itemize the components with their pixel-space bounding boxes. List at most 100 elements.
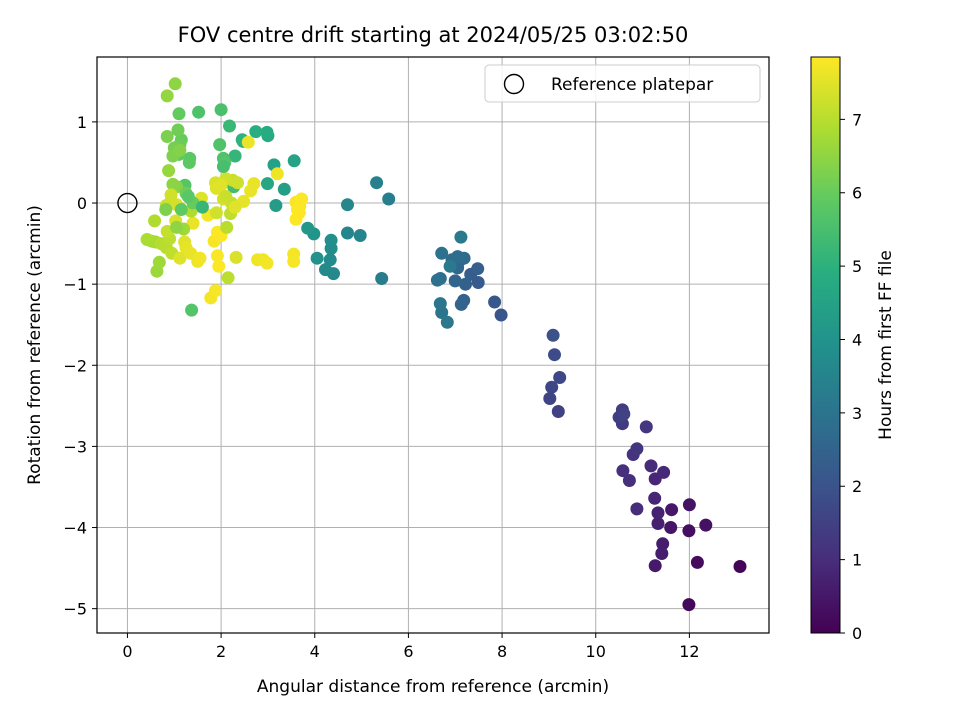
data-point xyxy=(551,405,565,418)
data-point xyxy=(160,130,174,143)
data-point xyxy=(172,107,186,121)
data-point xyxy=(616,464,630,478)
data-point xyxy=(375,272,389,285)
data-point xyxy=(699,518,713,532)
data-point xyxy=(682,498,696,512)
data-point xyxy=(164,188,178,202)
data-point xyxy=(228,200,242,214)
data-point xyxy=(435,246,449,260)
colorbar-tick-label: 5 xyxy=(852,257,862,276)
data-point xyxy=(664,521,678,534)
data-point xyxy=(168,77,182,91)
data-point xyxy=(269,199,283,212)
y-tick-label: −5 xyxy=(63,600,87,619)
x-tick-label: 6 xyxy=(403,642,413,661)
colorbar-label: Hours from first FF file xyxy=(876,250,896,440)
data-point xyxy=(448,274,462,288)
y-axis-label: Rotation from reference (arcmin) xyxy=(25,205,45,485)
data-point xyxy=(733,560,747,573)
x-axis-ticks: 0 2 4 6 8 10 12 xyxy=(122,633,700,661)
data-point xyxy=(341,198,354,212)
data-point xyxy=(451,250,465,264)
data-point xyxy=(170,220,184,234)
data-point xyxy=(220,220,234,234)
data-point xyxy=(212,259,226,273)
data-point xyxy=(310,251,324,265)
chart-title: FOV centre drift starting at 2024/05/25 … xyxy=(178,23,689,47)
x-tick-label: 10 xyxy=(586,642,606,661)
data-point xyxy=(622,474,636,487)
data-point xyxy=(440,315,454,329)
colorbar-tick-label: 2 xyxy=(852,477,862,496)
data-point xyxy=(295,192,309,206)
data-point xyxy=(260,256,274,270)
data-point xyxy=(152,255,166,269)
data-point xyxy=(665,503,679,517)
colorbar: 0 1 2 3 4 5 6 7 Hours from first FF file xyxy=(810,56,896,643)
y-tick-label: −1 xyxy=(63,275,87,294)
data-point xyxy=(454,297,468,311)
colorbar-tick-label: 6 xyxy=(852,184,862,203)
x-tick-label: 2 xyxy=(216,642,226,661)
data-point xyxy=(639,420,653,434)
data-point xyxy=(214,103,228,117)
data-point xyxy=(185,303,199,317)
data-point xyxy=(213,138,227,152)
data-point xyxy=(459,277,472,291)
data-point xyxy=(171,123,185,137)
colorbar-tick-label: 3 xyxy=(852,404,862,423)
legend-box xyxy=(484,64,761,103)
data-point xyxy=(690,555,704,569)
data-point xyxy=(648,491,662,505)
data-point xyxy=(630,502,644,516)
data-point xyxy=(186,216,200,230)
data-point xyxy=(543,392,557,405)
data-point xyxy=(193,251,207,265)
legend-label: Reference platepar xyxy=(551,75,713,95)
reference-marker xyxy=(117,192,138,214)
plot-frame xyxy=(96,56,770,634)
data-point xyxy=(148,214,162,228)
data-point xyxy=(553,371,567,384)
y-tick-label: −2 xyxy=(63,356,87,375)
data-point xyxy=(162,164,176,178)
data-point xyxy=(324,233,338,247)
data-point xyxy=(548,348,561,362)
x-tick-label: 4 xyxy=(310,642,320,661)
y-tick-label: −3 xyxy=(63,437,87,456)
data-point xyxy=(430,273,444,287)
data-point xyxy=(209,284,222,298)
grid-lines xyxy=(97,57,769,633)
data-point xyxy=(181,190,195,203)
data-point xyxy=(210,249,224,263)
data-point xyxy=(195,200,209,214)
legend-marker xyxy=(503,73,525,95)
data-point xyxy=(644,459,658,473)
data-point xyxy=(655,547,669,560)
data-point xyxy=(494,308,508,322)
data-point xyxy=(221,271,235,285)
y-tick-label: 1 xyxy=(77,113,87,132)
data-point xyxy=(370,176,384,190)
data-point xyxy=(682,598,696,612)
data-point xyxy=(301,221,315,235)
data-point xyxy=(651,506,665,520)
data-point xyxy=(657,465,671,479)
data-point xyxy=(319,263,332,277)
data-point xyxy=(229,250,243,264)
colorbar-tick-label: 4 xyxy=(852,330,862,349)
x-axis-label: Angular distance from reference (arcmin) xyxy=(257,677,609,697)
data-point xyxy=(241,135,255,149)
reference-point xyxy=(117,192,138,214)
data-point xyxy=(192,105,206,119)
data-point xyxy=(277,182,291,196)
data-point xyxy=(656,537,670,551)
colorbar-tick-label: 0 xyxy=(852,624,862,643)
colorbar-gradient xyxy=(810,56,841,634)
legend: Reference platepar xyxy=(484,64,761,103)
data-point xyxy=(216,160,230,173)
x-tick-label: 12 xyxy=(679,642,699,661)
data-point xyxy=(433,297,447,311)
y-axis-ticks: −5 −4 −3 −2 −1 0 1 xyxy=(63,113,97,619)
